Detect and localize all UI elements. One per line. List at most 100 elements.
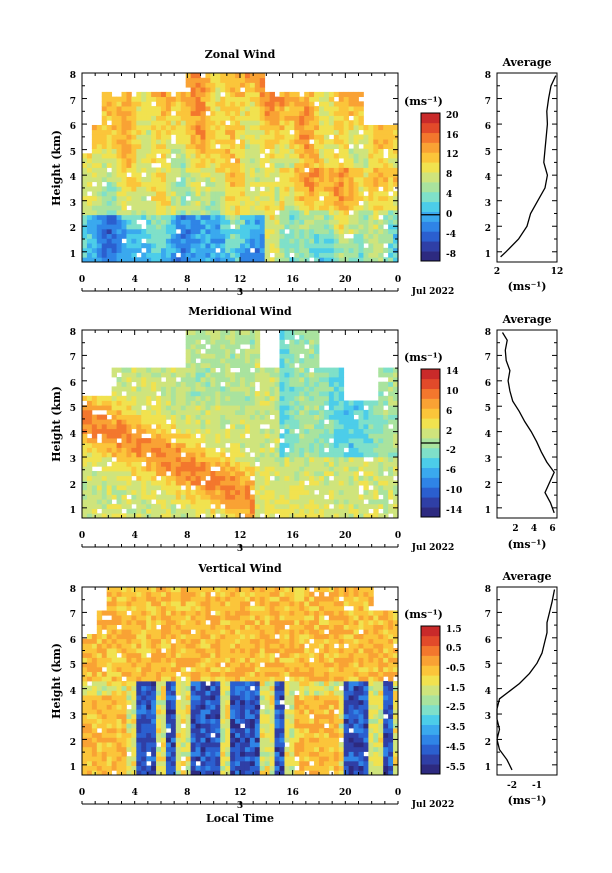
heatmap-cell — [284, 461, 290, 467]
heatmap-cell — [393, 447, 398, 453]
heatmap-cell — [225, 456, 231, 462]
heatmap-cell — [91, 400, 98, 406]
heatmap-cell — [126, 195, 132, 201]
heatmap-cell — [111, 428, 117, 434]
heatmap-cell — [264, 400, 271, 406]
heatmap-cell — [388, 228, 394, 235]
heatmap-cell — [220, 162, 226, 168]
heatmap-cell — [319, 428, 325, 434]
heatmap-cell — [299, 205, 305, 211]
heatmap-cell — [383, 428, 389, 434]
heatmap-cell — [101, 129, 108, 135]
heatmap-cell — [388, 400, 394, 406]
heatmap-cell — [190, 377, 196, 383]
heatmap-cell — [96, 456, 103, 462]
heatmap-cell — [161, 447, 167, 453]
colorbar-swatch — [421, 122, 440, 134]
heatmap-cell — [319, 503, 325, 509]
heatmap-cell — [284, 124, 290, 131]
heatmap-cell — [323, 115, 330, 121]
heatmap-cell — [254, 358, 261, 364]
colorbar-swatch — [421, 191, 440, 203]
heatmap-cell — [131, 765, 137, 771]
heatmap-cell — [180, 224, 187, 230]
heatmap-cell — [225, 503, 231, 509]
heatmap-cell — [373, 466, 379, 472]
heatmap-cell — [309, 200, 315, 206]
heatmap-cell — [264, 167, 271, 173]
heatmap-cell — [319, 101, 325, 107]
heatmap-cell — [180, 167, 187, 173]
heatmap-cell — [353, 499, 359, 505]
heatmap-cell — [235, 77, 241, 83]
heatmap-cell — [190, 339, 196, 345]
heatmap-cell — [368, 233, 374, 239]
heatmap-cell — [328, 172, 335, 178]
heatmap-cell — [274, 452, 280, 458]
heatmap-cell — [383, 414, 389, 420]
heatmap-cell — [121, 143, 127, 150]
heatmap-cell — [279, 358, 285, 364]
heatmap-cell — [319, 372, 325, 378]
heatmap-cell — [205, 96, 211, 102]
heatmap-cell — [91, 751, 98, 757]
meridional-profile-y-tick: 1 — [485, 506, 491, 516]
heatmap-cell — [294, 120, 300, 126]
heatmap-cell — [146, 101, 152, 107]
heatmap-cell — [82, 447, 88, 453]
heatmap-cell — [151, 452, 157, 458]
heatmap-cell — [175, 101, 182, 107]
heatmap-cell — [175, 367, 182, 373]
heatmap-cell — [368, 247, 374, 253]
heatmap-cell — [314, 224, 320, 230]
heatmap-cell — [131, 709, 137, 715]
heatmap-cell — [111, 648, 117, 654]
heatmap-cell — [156, 210, 162, 216]
colorbar-swatch — [421, 221, 440, 232]
heatmap-cell — [314, 475, 320, 481]
heatmap-cell — [165, 129, 172, 135]
heatmap-cell — [86, 195, 93, 201]
heatmap-cell — [309, 96, 315, 102]
heatmap-cell — [388, 438, 394, 444]
heatmap-cell — [185, 238, 192, 244]
heatmap-cell — [111, 699, 117, 705]
heatmap-cell — [170, 205, 177, 211]
heatmap-cell — [244, 475, 251, 481]
heatmap-cell — [378, 172, 384, 178]
heatmap-cell — [244, 353, 251, 359]
heatmap-cell — [363, 224, 369, 230]
heatmap-cell — [240, 191, 246, 197]
heatmap-cell — [304, 358, 310, 364]
heatmap-cell — [274, 186, 280, 192]
heatmap-cell — [131, 671, 137, 677]
heatmap-cell — [96, 219, 103, 225]
heatmap-cell — [190, 414, 196, 420]
heatmap-cell — [106, 513, 113, 518]
heatmap-cell — [319, 367, 325, 373]
heatmap-cell — [353, 233, 359, 239]
heatmap-cell — [333, 243, 340, 249]
heatmap-cell — [314, 499, 320, 505]
heatmap-cell — [368, 172, 374, 178]
heatmap-cell — [319, 480, 325, 486]
heatmap-cell — [259, 172, 266, 178]
heatmap-cell — [190, 480, 196, 486]
heatmap-cell — [141, 499, 147, 505]
heatmap-cell — [161, 513, 167, 518]
heatmap-cell — [101, 699, 108, 705]
heatmap-cell — [284, 400, 290, 406]
zonal-y-tick: 1 — [70, 250, 76, 260]
heatmap-cell — [165, 167, 172, 173]
colorbar-swatch — [421, 457, 440, 468]
heatmap-cell — [299, 162, 305, 168]
heatmap-cell — [116, 499, 122, 505]
heatmap-cell — [200, 433, 206, 439]
heatmap-cell — [348, 508, 354, 514]
heatmap-cell — [111, 400, 117, 406]
heatmap-cell — [309, 409, 315, 415]
heatmap-cell — [249, 391, 256, 397]
heatmap-cell — [314, 381, 320, 387]
heatmap-cell — [323, 158, 330, 164]
heatmap-cell — [111, 200, 117, 206]
